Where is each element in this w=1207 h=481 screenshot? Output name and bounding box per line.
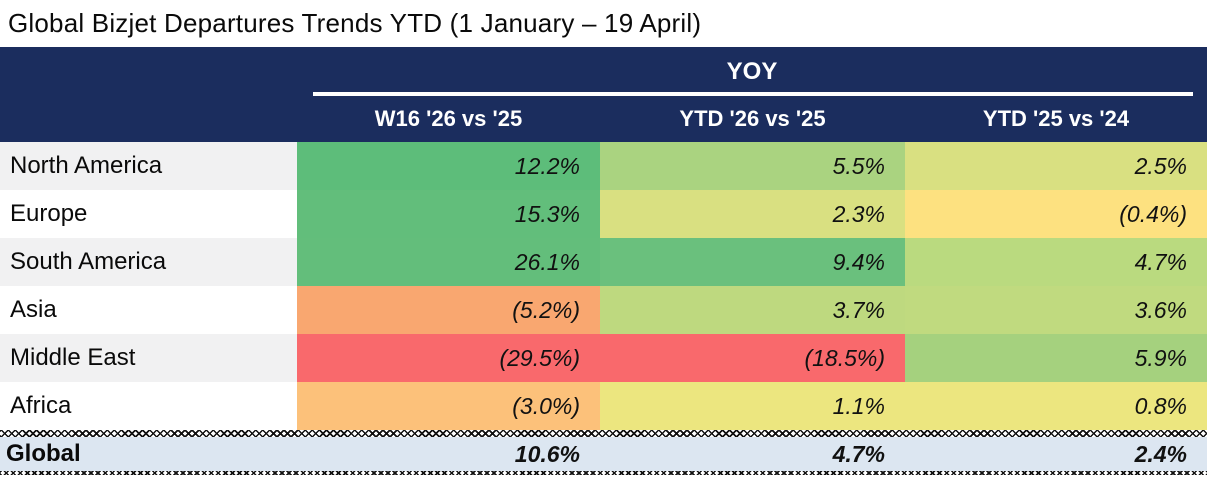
column-header-ytd26: YTD '26 vs '25 [600,96,905,142]
dashed-separator-top [0,430,1207,437]
global-value-cell: 2.4% [905,437,1207,471]
region-label-south-america: South America [0,238,297,286]
value-cell: 2.5% [905,142,1207,190]
value-cell: 9.4% [600,238,905,286]
value-cell: 26.1% [297,238,600,286]
global-label: Global [0,437,297,471]
value-cell: (3.0%) [297,382,600,430]
dashed-separator-bottom [0,471,1207,475]
region-label-europe: Europe [0,190,297,238]
global-value-cell: 10.6% [297,437,600,471]
column-header-ytd25: YTD '25 vs '24 [905,96,1207,142]
yoy-underline [313,92,1193,96]
global-value-cell: 4.7% [600,437,905,471]
header-spacer [0,47,297,96]
value-cell: 5.5% [600,142,905,190]
value-cell: 15.3% [297,190,600,238]
yoy-group-header: YOY [297,47,1207,96]
column-header-w16: W16 '26 vs '25 [297,96,600,142]
page-title: Global Bizjet Departures Trends YTD (1 J… [8,8,702,38]
value-cell: 5.9% [905,334,1207,382]
value-cell: 12.2% [297,142,600,190]
value-cell: (5.2%) [297,286,600,334]
region-label-asia: Asia [0,286,297,334]
region-label-north-america: North America [0,142,297,190]
header-spacer-2 [0,96,297,142]
value-cell: (0.4%) [905,190,1207,238]
value-cell: (18.5%) [600,334,905,382]
region-label-africa: Africa [0,382,297,430]
value-cell: (29.5%) [297,334,600,382]
value-cell: 0.8% [905,382,1207,430]
region-label-middle-east: Middle East [0,334,297,382]
value-cell: 3.7% [600,286,905,334]
value-cell: 2.3% [600,190,905,238]
value-cell: 3.6% [905,286,1207,334]
yoy-label: YOY [726,57,778,85]
departures-table: YOY W16 '26 vs '25 YTD '26 vs '25 YTD '2… [0,47,1207,475]
value-cell: 1.1% [600,382,905,430]
value-cell: 4.7% [905,238,1207,286]
